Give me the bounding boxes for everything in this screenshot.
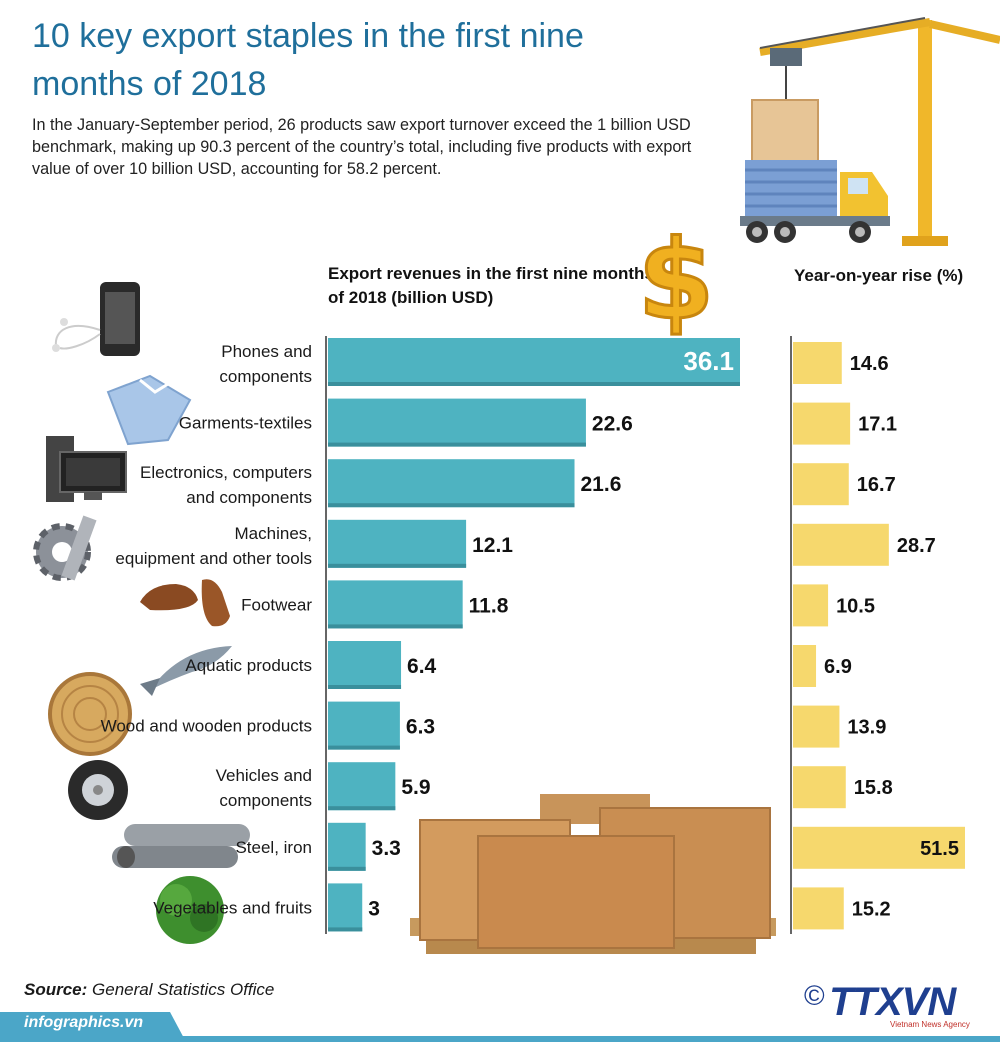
rise-value-label: 28.7 (897, 535, 936, 557)
export-bar-shadow (328, 503, 575, 508)
export-value-label: 12.1 (472, 534, 513, 557)
smartphone-icon (52, 282, 140, 356)
rise-value-label: 15.2 (852, 898, 891, 920)
rise-bar (793, 826, 965, 869)
export-value-label: 21.6 (581, 473, 622, 496)
export-bar-shadow (328, 563, 467, 568)
export-bar-shadow (328, 442, 586, 447)
export-value-label: 3 (368, 897, 380, 920)
export-value-label: 36.1 (683, 346, 734, 376)
tire-icon (68, 760, 128, 820)
category-label: Vegetables and fruits (153, 898, 312, 917)
export-bar (328, 398, 586, 447)
export-value-label: 3.3 (372, 837, 401, 860)
rise-bar (793, 402, 851, 445)
rise-bar (793, 766, 846, 809)
rise-value-label: 6.9 (824, 656, 852, 678)
steel-pipes-icon (112, 824, 250, 868)
rise-bar (793, 523, 889, 566)
svg-text:$: $ (638, 216, 715, 344)
source-line: Source: General Statistics Office (24, 980, 274, 1000)
rise-bar (793, 645, 817, 687)
gear-icon (33, 515, 97, 581)
category-label: Aquatic products (185, 656, 312, 675)
source-text: General Statistics Office (92, 980, 275, 999)
category-label: Machines, equipment and other tools (115, 524, 312, 568)
rise-bar (793, 584, 829, 627)
rise-bar (793, 342, 842, 384)
computer-icon (46, 436, 127, 502)
rise-value-label: 17.1 (858, 414, 897, 436)
rise-value-label: 14.6 (850, 353, 889, 375)
export-bar (328, 519, 467, 568)
export-bar (328, 338, 740, 386)
export-bar (328, 641, 402, 689)
copyright-symbol: © (804, 980, 825, 1011)
export-bar-shadow (328, 927, 363, 932)
shoes-icon (140, 579, 230, 627)
export-value-label: 6.4 (407, 655, 437, 678)
export-bar-shadow (328, 382, 740, 386)
export-value-label: 11.8 (469, 594, 509, 617)
wood-log-icon (48, 672, 132, 756)
category-label: Vehicles and components (216, 766, 312, 810)
rise-header: Year-on-year rise (%) (794, 266, 964, 285)
brand-subtitle: Vietnam News Agency (890, 1020, 970, 1029)
export-bar-shadow (328, 806, 396, 811)
export-bar (328, 822, 366, 871)
category-label: Electronics, computers and components (140, 463, 312, 507)
vegetable-icon (156, 876, 224, 944)
category-label: Wood and wooden products (101, 717, 312, 736)
export-value-label: 6.3 (406, 716, 435, 739)
rise-value-label: 51.5 (920, 838, 959, 860)
rise-bar (793, 463, 849, 506)
export-bar-shadow (328, 624, 463, 629)
rise-value-label: 13.9 (847, 717, 886, 739)
category-label: Phones and components (219, 342, 312, 386)
footer-band (0, 1012, 1000, 1042)
export-bar (328, 580, 463, 629)
dollar-icon: $ (636, 215, 716, 346)
export-bar-shadow (328, 745, 400, 750)
export-value-label: 22.6 (592, 413, 633, 436)
shirt-icon (106, 374, 192, 446)
intro-paragraph: In the January-September period, 26 prod… (32, 116, 692, 178)
category-label: Footwear (241, 595, 312, 614)
bars-layer: Phones and components 36.1 14.6 Garments-tex… (101, 338, 965, 932)
page-title: 10 key export staples in the first nine … (32, 17, 584, 103)
rise-bar (793, 887, 844, 930)
boxes-pallet-icon (410, 794, 776, 954)
rise-value-label: 15.8 (854, 777, 893, 799)
rise-value-label: 16.7 (857, 474, 896, 496)
export-bar (328, 701, 400, 750)
category-label: Garments-textiles (179, 414, 312, 433)
export-bar (328, 459, 575, 508)
export-bar (328, 883, 363, 932)
export-value-label: 5.9 (401, 776, 430, 799)
site-name: infographics.vn (24, 1014, 144, 1031)
source-label: Source: (24, 980, 88, 999)
rise-bar (793, 705, 840, 748)
fish-icon (140, 646, 232, 696)
export-header: Export revenues in the first nine months… (328, 264, 654, 307)
export-bar (328, 762, 396, 811)
brand-logo: © TTXVN Vietnam News Agency (804, 980, 970, 1029)
category-label: Steel, iron (235, 838, 312, 857)
rise-value-label: 10.5 (836, 595, 875, 617)
export-bar-shadow (328, 685, 402, 689)
export-bar-shadow (328, 866, 366, 871)
crane-truck-icon (740, 17, 1000, 246)
brand-name: TTXVN (829, 980, 956, 1024)
